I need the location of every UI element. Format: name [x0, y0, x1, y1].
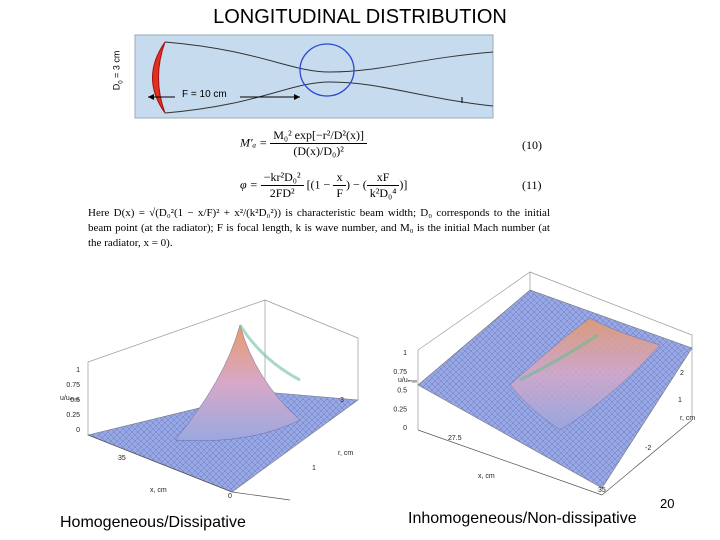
x-tick-label: 35 [598, 487, 606, 494]
r-axis-label: r, cm [338, 450, 353, 457]
x-tick-label: 0 [228, 493, 232, 500]
equation-11: φ = −kr²D₀² 2FD² [(1 − x F) − (xF k²D₀⁴)] [240, 170, 407, 201]
radiator [152, 41, 166, 114]
eq-part: [(1 − [306, 177, 334, 192]
equation-10: M′ₐ = M₀² exp[−r²/D²(x)] (D(x)/D₀)² [240, 128, 367, 159]
z-tick-label: 0 [76, 427, 80, 434]
eq-num: −kr²D₀² [260, 170, 304, 186]
r-tick-label: 3 [340, 397, 344, 404]
z-tick-label: 0 [403, 425, 407, 432]
eq-den: (D(x)/D₀)² [293, 144, 344, 158]
z-tick-label: 1 [76, 367, 80, 374]
r-tick-label: 1 [678, 397, 682, 404]
focal-label: F = 10 cm [182, 89, 227, 100]
z-tick-label: 0.25 [66, 412, 80, 419]
eq-lhs: M′ₐ = [240, 135, 268, 150]
aperture-symbol: D [111, 83, 122, 91]
z-tick-label: 0.75 [393, 369, 407, 376]
eq-num: x [333, 170, 347, 186]
z-tick-label: 0.5 [70, 397, 80, 404]
eq-den: 2FD² [269, 186, 295, 200]
fraction: −kr²D₀² 2FD² [260, 170, 304, 201]
z-tick-label: 0.5 [397, 388, 407, 395]
eq-part: )] [399, 177, 408, 192]
z-tick-label: 0.25 [393, 406, 407, 413]
z-axis-label: u/uₘₐₓ [398, 377, 418, 384]
plot-left [87, 299, 359, 501]
z-tick-label: 1 [403, 350, 407, 357]
page-number: 20 [660, 496, 675, 511]
caption: Homogeneous/Dissipative [60, 514, 246, 531]
eq-den: k²D₀⁴ [369, 186, 397, 200]
eq-den: F [336, 186, 344, 200]
r-tick-label: 2 [680, 370, 684, 377]
x-tick-label: 27.5 [448, 435, 462, 442]
eq-number: (10) [522, 138, 542, 152]
fraction: xF k²D₀⁴ [366, 170, 400, 201]
eq-number: (11) [522, 178, 542, 192]
aperture-sub: 0 [118, 80, 125, 84]
eq-num: xF [366, 170, 400, 186]
x-axis-label: x, cm [478, 473, 495, 480]
x-tick-label: 35 [118, 455, 126, 462]
arrowhead [294, 94, 300, 100]
paragraph: Here D(x) = √(D₀²(1 − x/F)² + x²/(k²D₀²)… [88, 207, 550, 249]
z-axis-label: u/uₘₐₓ [60, 395, 80, 402]
focal-region [299, 43, 355, 97]
aperture-value: = 3 cm [111, 50, 122, 81]
eq-num: M₀² exp[−r²/D²(x)] [270, 128, 367, 144]
z-tick-label: 0.75 [66, 382, 80, 389]
r-axis-label: r, cm [680, 415, 695, 422]
plot-right [417, 271, 693, 496]
eq-lhs: φ = [240, 177, 258, 192]
caption: Inhomogeneous/Non-dissipative [408, 510, 637, 527]
r-tick-label: -2 [645, 445, 651, 452]
aperture-label: D0 = 3 cm [112, 30, 125, 110]
title: LONGITUDINAL DISTRIBUTION [213, 6, 507, 28]
fraction: M₀² exp[−r²/D²(x)] (D(x)/D₀)² [270, 128, 367, 159]
arrowhead [148, 94, 154, 100]
plot-labels: 1 0.75 0.5 0.25 0 u/uₘₐₓ 35 0 x, cm 3 1 r, cm 1 0.75 0… [60, 350, 695, 500]
eq-part: ) − ( [346, 177, 367, 192]
beam-edge [164, 81, 494, 114]
x-axis-label: x, cm [150, 487, 167, 494]
r-tick-label: 1 [312, 465, 316, 472]
beam-edge [164, 41, 494, 73]
diagram-box [134, 34, 494, 119]
